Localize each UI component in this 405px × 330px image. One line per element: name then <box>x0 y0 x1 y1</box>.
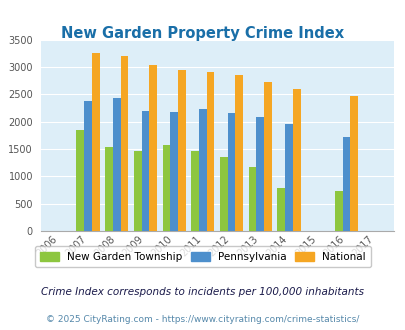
Bar <box>84 101 92 231</box>
Bar <box>76 130 84 231</box>
Bar <box>227 114 235 231</box>
Text: © 2025 CityRating.com - https://www.cityrating.com/crime-statistics/: © 2025 CityRating.com - https://www.city… <box>46 315 359 324</box>
Bar <box>113 98 120 231</box>
Bar <box>162 145 170 231</box>
Bar <box>177 70 185 231</box>
Bar <box>134 150 141 231</box>
Bar <box>277 188 284 231</box>
Bar <box>105 147 113 231</box>
Bar <box>149 65 157 231</box>
Bar <box>206 72 214 231</box>
Bar <box>292 89 300 231</box>
Bar <box>235 75 243 231</box>
Bar <box>342 137 350 231</box>
Text: Crime Index corresponds to incidents per 100,000 inhabitants: Crime Index corresponds to incidents per… <box>41 287 364 297</box>
Bar <box>284 124 292 231</box>
Legend: New Garden Township, Pennsylvania, National: New Garden Township, Pennsylvania, Natio… <box>35 247 370 267</box>
Bar <box>220 157 227 231</box>
Bar <box>141 111 149 231</box>
Bar <box>92 53 99 231</box>
Bar <box>334 191 342 231</box>
Bar <box>248 167 256 231</box>
Bar <box>350 96 357 231</box>
Bar <box>170 112 177 231</box>
Bar <box>191 150 198 231</box>
Text: New Garden Property Crime Index: New Garden Property Crime Index <box>61 26 344 41</box>
Bar <box>264 82 271 231</box>
Bar <box>256 117 264 231</box>
Bar <box>120 56 128 231</box>
Bar <box>198 109 206 231</box>
